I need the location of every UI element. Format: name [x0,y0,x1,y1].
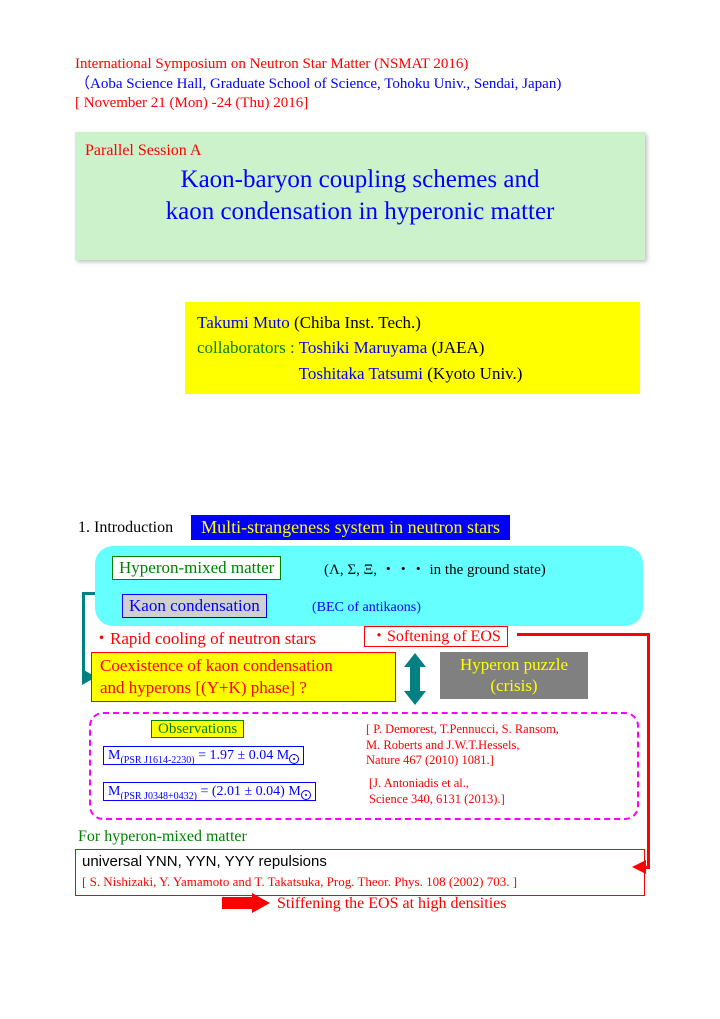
coex-l2: and hyperons [(Y+K) phase] ? [100,678,307,697]
title-line-2: kaon condensation in hyperonic matter [166,198,555,225]
connector-line [647,633,650,868]
hyperon-row: Hyperon-mixed matter [112,556,281,580]
header-line-2: （Aoba Science Hall, Graduate School of S… [75,75,645,95]
coex-l1: Coexistence of kaon condensation [100,656,333,675]
hyperon-box: Hyperon-mixed matter [112,556,281,580]
kaon-box: Kaon condensation [122,594,267,618]
ref-2: [J. Antoniadis et al., Science 340, 6131… [369,776,505,807]
collab-2-aff: (Kyoto Univ.) [427,364,522,383]
for-hyperon: For hyperon-mixed matter [78,828,247,846]
softening-box: ・Softening of EOS [364,622,508,646]
universal-box: universal YNN, YYN, YYY repulsions [ S. … [75,849,645,896]
softening-label: ・Softening of EOS [364,626,508,647]
speaker-aff: (Chiba Inst. Tech.) [294,313,421,332]
talk-title: Kaon-baryon coupling schemes and kaon co… [85,164,635,228]
title-line-1: Kaon-baryon coupling schemes and [181,166,540,193]
connector-line [82,592,96,595]
header-line-3: [ November 21 (Mon) -24 (Thu) 2016] [75,94,645,114]
intro-number: 1. Introduction [78,519,173,537]
collab-1-aff: (JAEA) [432,338,485,357]
kaon-row: Kaon condensation [122,594,267,618]
session-label: Parallel Session A [85,142,635,160]
puzzle-l1: Hyperon puzzle [460,655,568,674]
author-box: Takumi Muto (Chiba Inst. Tech.) collabor… [185,302,640,395]
collab-label: collaborators : [197,338,299,357]
collab-1: Toshiki Maruyama [299,338,428,357]
ref-1: [ P. Demorest, T.Pennucci, S. Ransom, M.… [366,722,559,769]
speaker-name: Takumi Muto [197,313,290,332]
double-arrow-icon [410,665,420,693]
connector-line [82,595,85,679]
coexistence-box: Coexistence of kaon condensation and hyp… [91,652,396,702]
collab-2: Toshitaka Tatsumi [299,364,423,383]
title-box: Parallel Session A Kaon-baryon coupling … [75,132,645,260]
observations-box: Observations M(PSR J1614-2230) = 1.97 ± … [89,712,639,820]
universal-text: universal YNN, YYN, YYY repulsions [82,853,327,870]
header-line-1: International Symposium on Neutron Star … [75,55,645,75]
slide: International Symposium on Neutron Star … [0,0,720,1019]
connector-line [517,633,647,636]
puzzle-l2: (crisis) [490,676,537,695]
ground-state: (Λ, Σ, Ξ, ・・・ in the ground state) [324,558,546,579]
stiffening-text: Stiffening the EOS at high densities [277,895,506,913]
hyperon-puzzle-box: Hyperon puzzle (crisis) [440,652,588,699]
section-1: 1. Introduction Multi-strangeness system… [78,515,510,540]
mass-1: M(PSR J1614-2230) = 1.97 ± 0.04 M [103,746,304,765]
observations-label: Observations [151,720,244,738]
multi-strangeness-box: Multi-strangeness system in neutron star… [191,515,510,540]
rapid-cooling: ・Rapid cooling of neutron stars [93,624,316,649]
universal-ref: [ S. Nishizaki, Y. Yamamoto and T. Takat… [82,874,517,889]
bec-label: (BEC of antikaons) [312,600,421,616]
mass-2: M(PSR J0348+0432) = (2.01 ± 0.04) M [103,782,316,801]
